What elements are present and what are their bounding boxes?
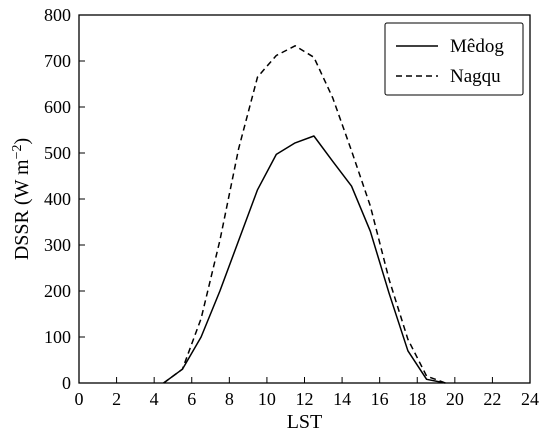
y-tick-label: 100 — [44, 327, 71, 347]
x-tick-label: 6 — [187, 389, 196, 409]
x-tick-label: 18 — [408, 389, 426, 409]
series-line-0 — [163, 135, 446, 384]
legend-box — [384, 22, 524, 96]
plot-lines — [163, 45, 446, 384]
x-tick-label: 14 — [333, 389, 351, 409]
y-tick-label: 400 — [44, 189, 71, 209]
x-tick-label: 0 — [75, 389, 84, 409]
x-tick-label: 12 — [296, 389, 314, 409]
x-tick-label: 22 — [483, 389, 501, 409]
y-axis-label-close: ) — [11, 138, 33, 145]
x-tick-label: 16 — [371, 389, 389, 409]
y-tick-label: 700 — [44, 51, 71, 71]
y-tick-label: 200 — [44, 281, 71, 301]
y-axis-label: DSSR (W m−2) — [10, 138, 34, 260]
series-line-1 — [163, 45, 446, 384]
legend-label-medog: Mêdog — [450, 36, 504, 57]
y-axis-label-exponent: −2 — [10, 145, 25, 160]
x-axis: 0 2 4 6 8 10 12 14 16 18 20 22 24 — [75, 377, 539, 409]
y-axis-label-main: DSSR (W m — [11, 159, 33, 260]
y-tick-label: 500 — [44, 143, 71, 163]
x-tick-label: 24 — [521, 389, 539, 409]
y-tick-label: 0 — [62, 373, 71, 393]
y-axis: 0 100 200 300 400 500 600 700 800 — [44, 5, 85, 393]
x-axis-label: LST — [287, 411, 323, 433]
y-tick-label: 800 — [44, 5, 71, 25]
x-tick-label: 4 — [150, 389, 159, 409]
y-tick-label: 300 — [44, 235, 71, 255]
x-tick-label: 10 — [258, 389, 276, 409]
x-tick-label: 20 — [446, 389, 464, 409]
legend-label-nagqu: Nagqu — [450, 66, 501, 87]
y-tick-label: 600 — [44, 97, 71, 117]
x-tick-label: 8 — [225, 389, 234, 409]
legend: Mêdog Nagqu — [384, 22, 524, 96]
x-tick-label: 2 — [112, 389, 121, 409]
